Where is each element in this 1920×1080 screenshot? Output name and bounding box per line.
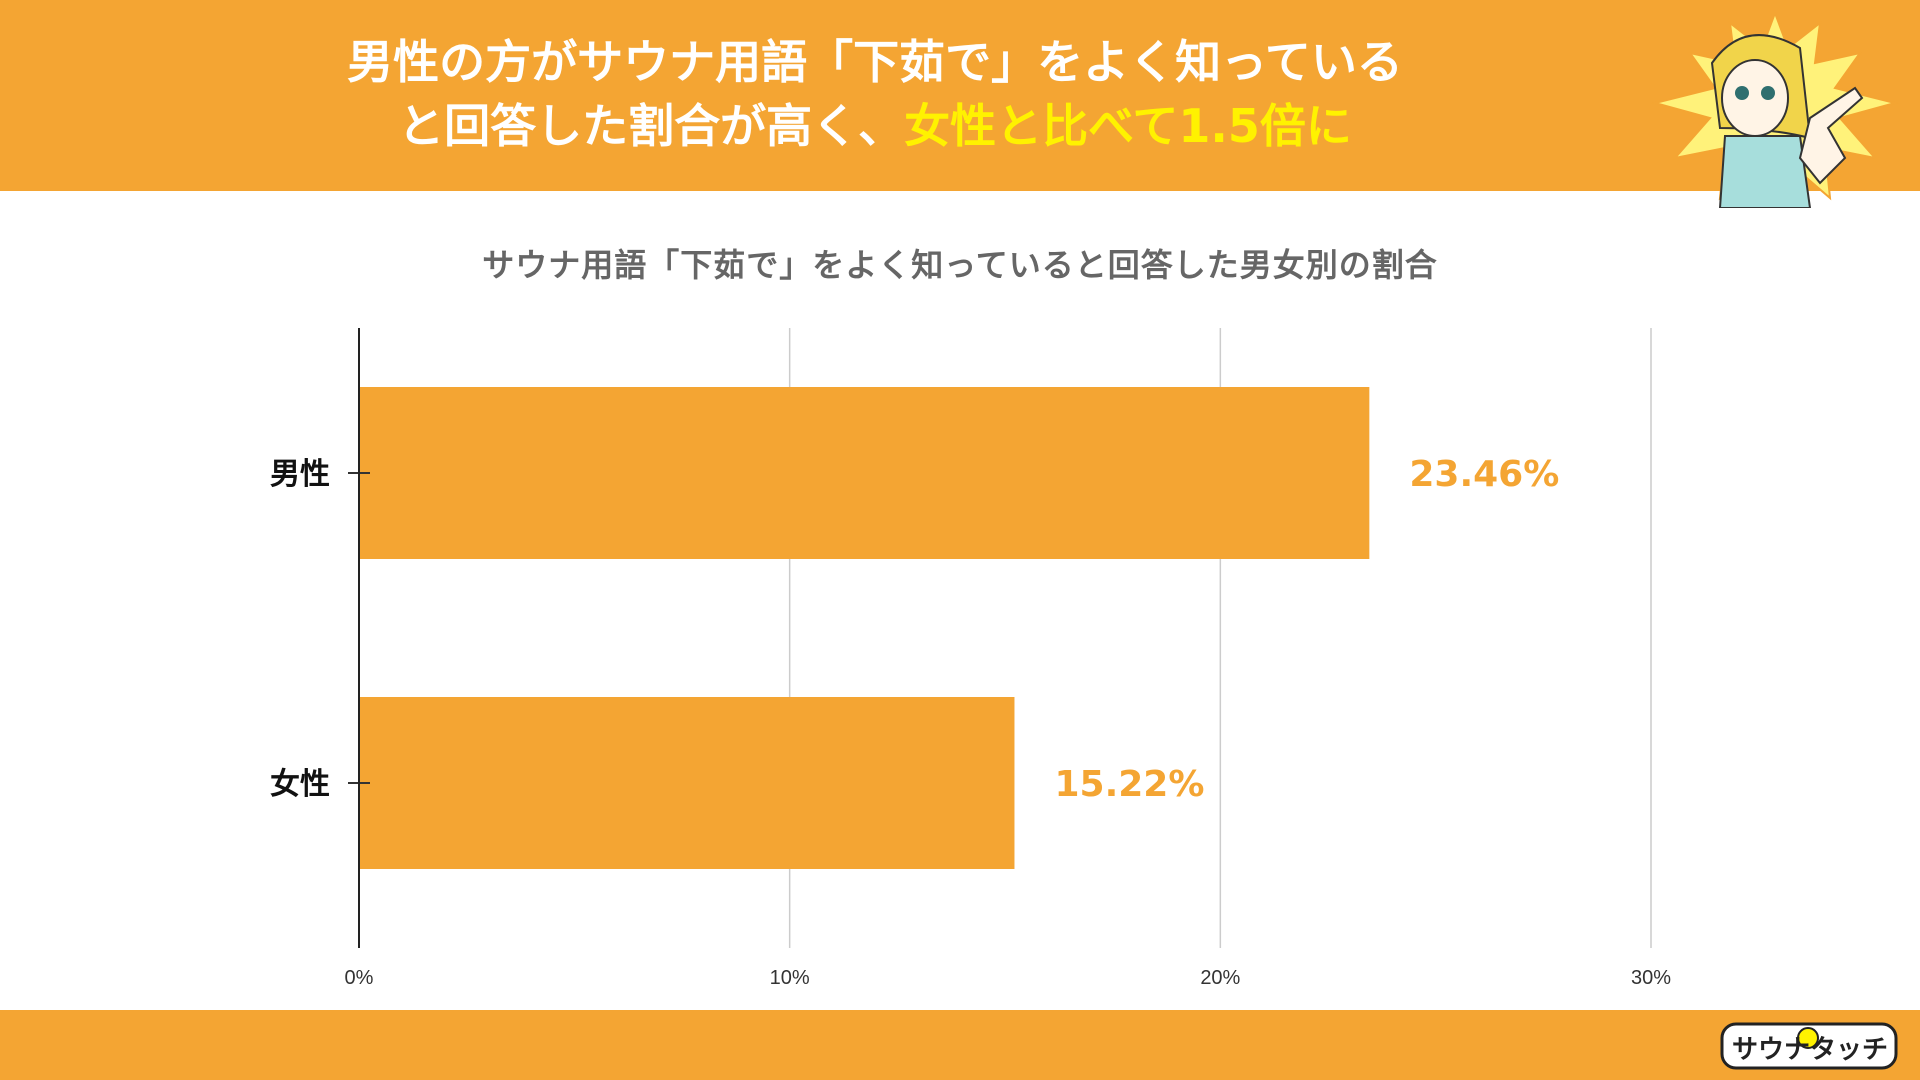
- footer-band: [0, 1010, 1920, 1080]
- logo-drop-icon: [1797, 1027, 1819, 1049]
- y-tick-label: 男性: [270, 457, 330, 492]
- headline-line2: と回答した割合が高く、女性と比べて1.5倍に: [300, 94, 1450, 158]
- y-tick-label: 女性: [270, 767, 330, 802]
- hand-shape: [1798, 86, 1864, 185]
- headline: 男性の方がサウナ用語「下茹で」をよく知っている と回答した割合が高く、女性と比べ…: [300, 30, 1450, 158]
- logo-text: サウナタッチ: [1732, 1035, 1888, 1065]
- headline-line1: 男性の方がサウナ用語「下茹で」をよく知っている: [347, 35, 1403, 89]
- sauna-touch-logo-icon: サウナタッチ: [1720, 1022, 1898, 1070]
- bar-chart: 0% 10% 20% 30% 23.46% 男性 15.22% 女性: [270, 328, 1671, 989]
- chart-title: サウナ用語「下茹で」をよく知っていると回答した男女別の割合: [482, 246, 1438, 284]
- x-tick-label: 0%: [345, 967, 374, 989]
- eye-left: [1735, 86, 1749, 100]
- pointing-girl-mascot-icon: [1651, 10, 1899, 208]
- x-tick-label: 20%: [1200, 967, 1240, 989]
- body-shape: [1718, 135, 1812, 208]
- x-tick-label: 10%: [770, 967, 810, 989]
- data-label: 15.22%: [1054, 764, 1204, 805]
- header-band: [0, 0, 1920, 191]
- bar: [359, 697, 1015, 869]
- headline-line2-highlight: 女性と比べて1.5倍に: [904, 99, 1352, 153]
- bar: [359, 387, 1370, 559]
- data-label: 23.46%: [1409, 454, 1559, 495]
- eye-right: [1761, 86, 1775, 100]
- headline-line2-white: と回答した割合が高く、: [398, 99, 905, 153]
- x-tick-label: 30%: [1631, 967, 1671, 989]
